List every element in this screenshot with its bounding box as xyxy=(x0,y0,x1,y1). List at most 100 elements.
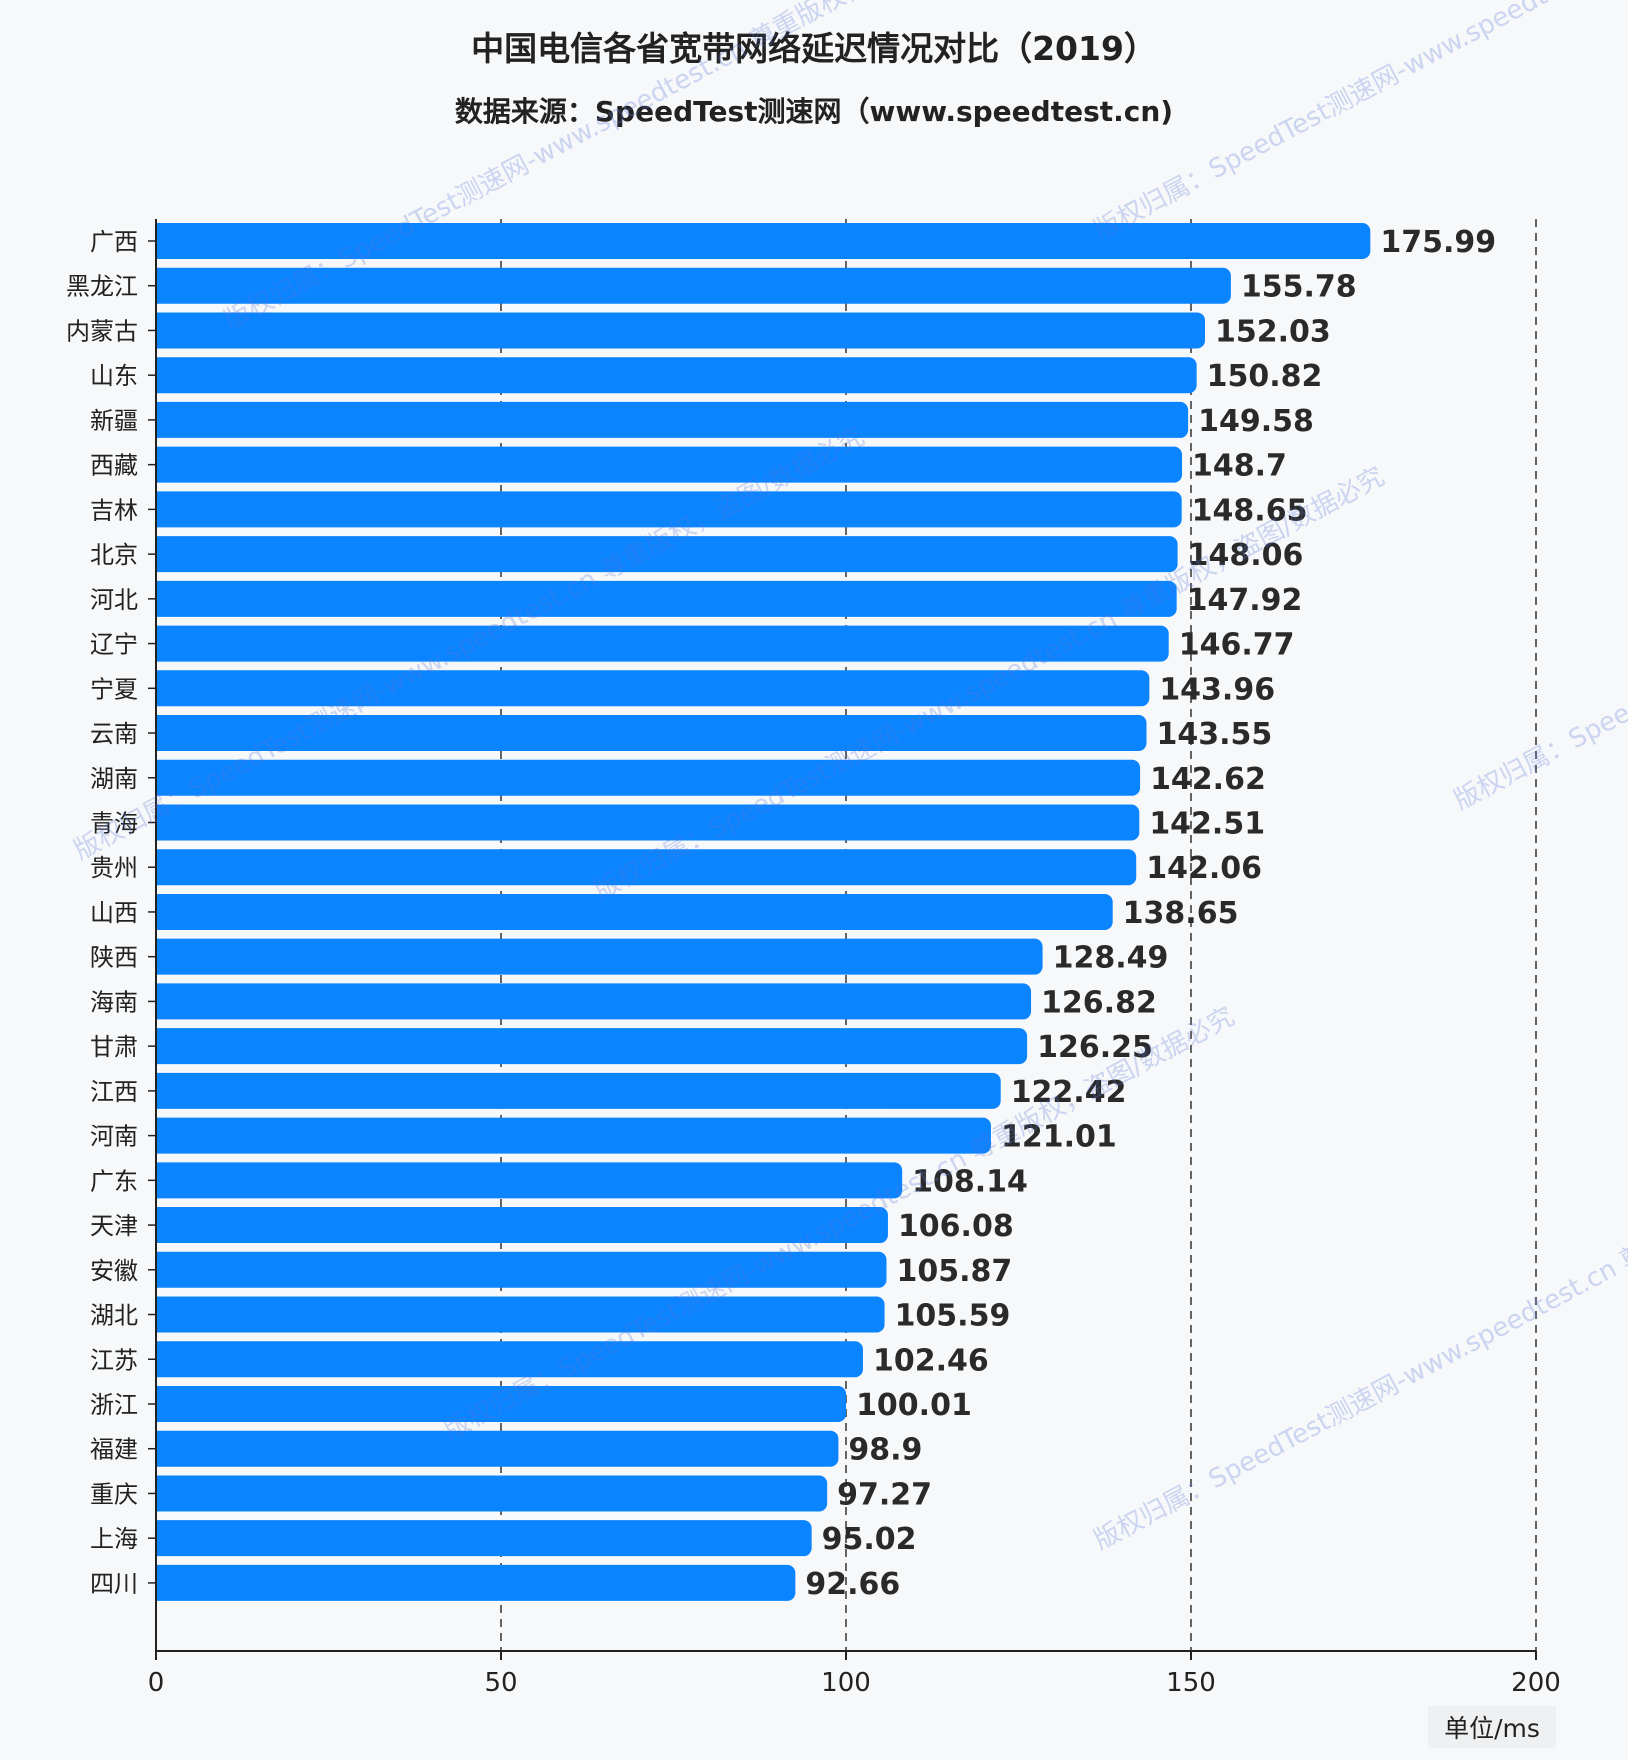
bar xyxy=(156,1475,828,1512)
bar xyxy=(156,312,1206,349)
bar xyxy=(156,625,1169,662)
category-label: 天津 xyxy=(90,1212,138,1240)
value-label: 122.42 xyxy=(1011,1075,1127,1110)
category-label: 浙江 xyxy=(90,1391,138,1419)
bar xyxy=(156,893,1113,930)
bar xyxy=(156,1564,796,1601)
bar xyxy=(156,1385,847,1422)
category-label: 内蒙古 xyxy=(66,317,138,345)
value-label: 121.01 xyxy=(1001,1120,1117,1155)
bar xyxy=(156,1207,888,1244)
category-label: 宁夏 xyxy=(90,675,138,703)
category-label: 福建 xyxy=(90,1436,138,1464)
category-label: 云南 xyxy=(90,720,138,748)
category-label: 江西 xyxy=(90,1078,138,1106)
category-label: 重庆 xyxy=(90,1480,138,1508)
x-tick-label: 150 xyxy=(1166,1668,1216,1698)
value-label: 105.59 xyxy=(895,1299,1011,1334)
bar xyxy=(156,715,1147,752)
category-label: 海南 xyxy=(90,988,138,1016)
bar xyxy=(156,1430,839,1467)
bar xyxy=(156,849,1137,886)
value-label: 142.62 xyxy=(1150,762,1266,797)
unit-label: 单位/ms xyxy=(1444,1714,1540,1743)
bar xyxy=(156,267,1231,304)
category-label: 新疆 xyxy=(90,407,138,435)
value-label: 98.9 xyxy=(848,1433,922,1468)
value-label: 152.03 xyxy=(1215,314,1331,349)
value-label: 150.82 xyxy=(1207,359,1323,394)
bar xyxy=(156,491,1182,528)
category-label: 陕西 xyxy=(90,944,138,972)
chart-subtitle: 数据来源：SpeedTest测速网（www.speedtest.cn) xyxy=(454,95,1174,128)
value-label: 102.46 xyxy=(873,1343,989,1378)
category-label: 山东 xyxy=(90,362,138,390)
bar xyxy=(155,580,1177,617)
value-label: 155.78 xyxy=(1241,270,1357,305)
category-label: 江苏 xyxy=(90,1346,138,1374)
value-label: 138.65 xyxy=(1123,896,1239,931)
value-label: 106.08 xyxy=(898,1209,1014,1244)
category-label: 湖南 xyxy=(90,765,138,793)
category-label: 黑龙江 xyxy=(66,273,138,301)
bar xyxy=(156,357,1197,394)
x-tick-label: 200 xyxy=(1511,1668,1561,1698)
value-label: 149.58 xyxy=(1198,404,1314,439)
x-tick-label: 50 xyxy=(484,1668,517,1698)
bar xyxy=(156,1028,1028,1065)
bar xyxy=(156,1341,863,1378)
bar xyxy=(156,670,1150,707)
value-label: 143.55 xyxy=(1156,717,1272,752)
unit-label-bg xyxy=(1428,1706,1556,1748)
value-label: 143.96 xyxy=(1159,672,1275,707)
category-label: 吉林 xyxy=(90,496,138,524)
value-label: 148.06 xyxy=(1188,538,1304,573)
category-label: 广东 xyxy=(90,1167,138,1195)
category-label: 北京 xyxy=(90,541,138,569)
bar xyxy=(156,223,1371,259)
value-label: 97.27 xyxy=(837,1477,932,1512)
value-label: 100.01 xyxy=(856,1388,972,1423)
watermark: 版权归属：SpeedTest测速网-www.speedtest.cn 尊重版权，… xyxy=(1449,372,1628,816)
category-label: 上海 xyxy=(90,1525,138,1553)
category-label: 贵州 xyxy=(90,854,138,882)
category-label: 广西 xyxy=(90,228,138,256)
value-label: 148.65 xyxy=(1192,493,1308,528)
bar xyxy=(156,1072,1001,1109)
value-label: 108.14 xyxy=(912,1164,1028,1199)
value-label: 142.06 xyxy=(1146,851,1262,886)
bar xyxy=(156,446,1183,483)
watermark: 版权归属：SpeedTest测速网-www.speedtest.cn 尊重版权，… xyxy=(1089,1112,1628,1556)
category-label: 湖北 xyxy=(90,1302,138,1330)
category-label: 四川 xyxy=(90,1570,138,1598)
watermark: 版权归属：SpeedTest测速网-www.speedtest.cn 尊重版权，… xyxy=(1089,0,1628,246)
value-label: 95.02 xyxy=(822,1522,917,1557)
category-label: 西藏 xyxy=(90,452,138,480)
bar xyxy=(156,1117,991,1154)
category-label: 山西 xyxy=(90,899,138,927)
bar xyxy=(156,1296,885,1333)
value-label: 126.25 xyxy=(1037,1030,1153,1065)
category-label: 甘肃 xyxy=(90,1033,138,1061)
category-label: 辽宁 xyxy=(90,631,138,659)
value-label: 147.92 xyxy=(1187,583,1303,618)
value-label: 146.77 xyxy=(1179,628,1295,663)
bar xyxy=(156,983,1032,1020)
category-label: 河南 xyxy=(90,1123,138,1151)
bar xyxy=(156,1251,887,1288)
category-label: 河北 xyxy=(90,586,138,614)
value-label: 175.99 xyxy=(1380,225,1496,260)
category-label: 安徽 xyxy=(90,1257,138,1285)
bar xyxy=(156,804,1140,841)
x-tick-label: 0 xyxy=(148,1668,165,1698)
value-label: 142.51 xyxy=(1149,806,1265,841)
bar xyxy=(156,759,1141,796)
value-label: 128.49 xyxy=(1053,941,1169,976)
bar xyxy=(156,1520,812,1557)
bar xyxy=(156,1162,903,1199)
bar xyxy=(156,401,1189,438)
value-label: 92.66 xyxy=(805,1567,900,1602)
category-label: 青海 xyxy=(90,809,138,837)
bar xyxy=(156,536,1178,573)
